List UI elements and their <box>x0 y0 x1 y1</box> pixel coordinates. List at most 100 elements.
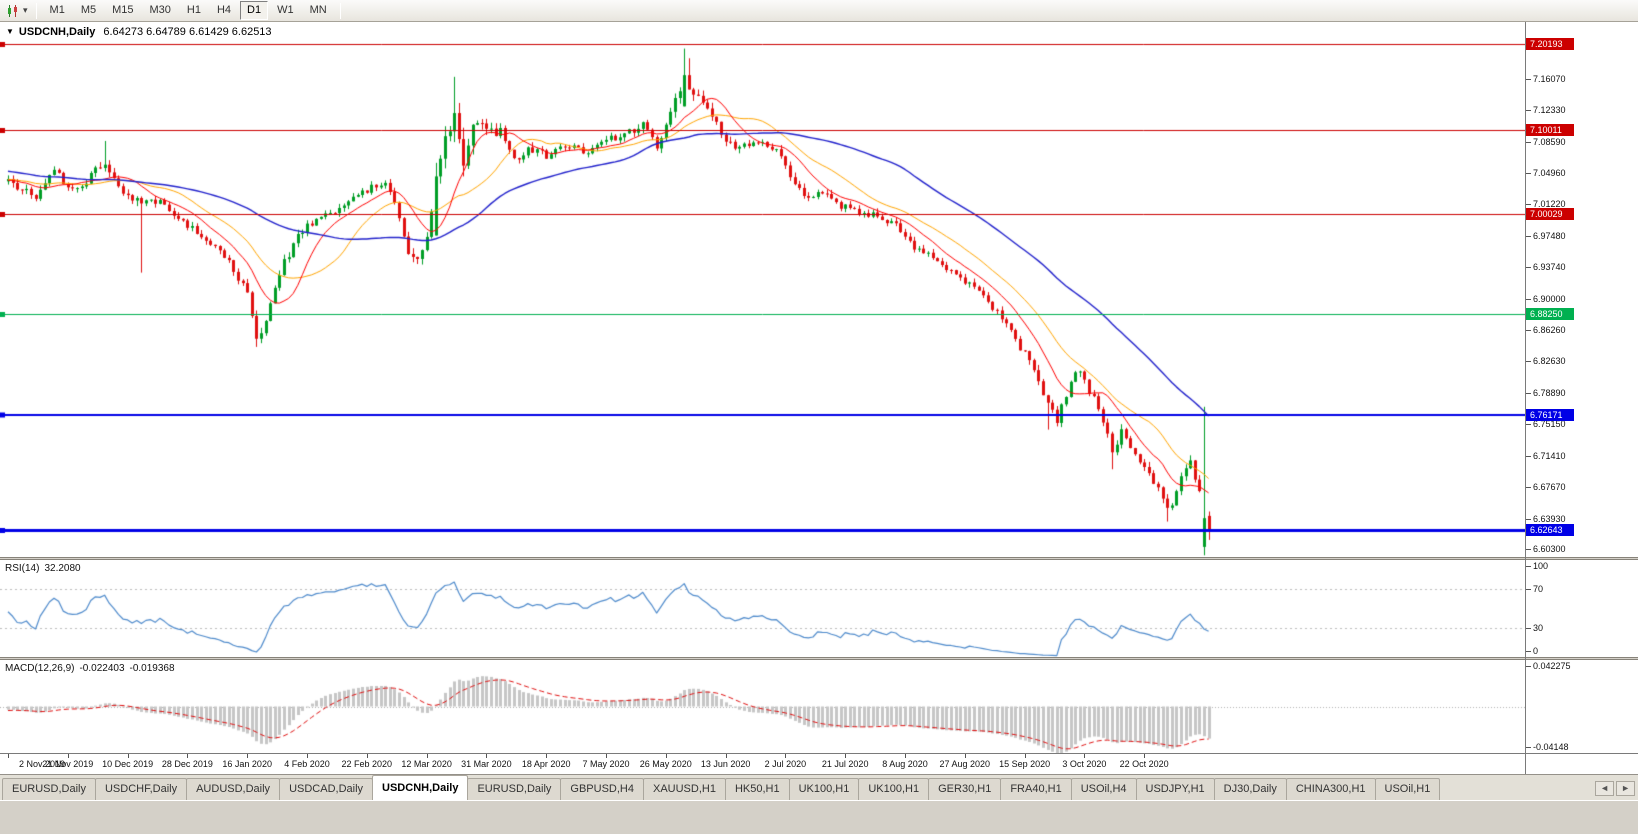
date-axis-tick <box>546 754 547 758</box>
rsi-axis-label: 70 <box>1525 584 1544 595</box>
rsi-panel: RSI(14) 32.2080 100 70 30 0 <box>0 560 1638 657</box>
rsi-label: RSI(14) 32.2080 <box>5 563 86 574</box>
date-axis-tick <box>486 754 487 758</box>
price-axis-label: 7.01220 <box>1526 199 1566 210</box>
rsi-axis[interactable]: 100 70 30 0 <box>1525 560 1638 657</box>
date-axis-tick <box>726 754 727 758</box>
date-axis-label: 8 Aug 2020 <box>882 759 928 769</box>
hline-price-tag[interactable]: 6.88250 <box>1526 307 1574 320</box>
date-axis-tick <box>606 754 607 758</box>
timeframe-button-group: M1 M5 M15 M30 H1 H4 D1 W1 MN <box>42 1 335 20</box>
macd-value: -0.022403 <box>79 663 125 674</box>
date-axis[interactable]: 2 Nov 2019 21 Nov 2019 10 Dec 2019 28 Dec 2… <box>0 753 1638 774</box>
main-chart-panel: ▼ USDCNH,Daily 6.64273 6.64789 6.61429 6.6… <box>0 22 1638 557</box>
date-axis-label: 22 Oct 2020 <box>1119 759 1169 769</box>
hline-price-tag[interactable]: 6.62643 <box>1526 523 1574 536</box>
hline-price-tag[interactable]: 7.10011 <box>1526 123 1574 136</box>
chart-ohlc-values: 6.64273 6.64789 6.61429 6.62513 <box>103 26 272 38</box>
date-axis-label: 3 Oct 2020 <box>1062 759 1107 769</box>
rsi-axis-label: 100 <box>1525 561 1549 571</box>
rsi-canvas[interactable] <box>0 560 1525 657</box>
price-axis-label: 6.63930 <box>1526 513 1566 524</box>
top-toolbar: ▾ M1 M5 M15 M30 H1 H4 D1 W1 MN <box>0 0 1638 22</box>
chart-tab-uk100-h1[interactable]: UK100,H1 <box>788 778 860 800</box>
price-axis-label: 6.90000 <box>1526 293 1566 304</box>
date-axis-tick <box>905 754 906 758</box>
timeframe-button-m15[interactable]: M15 <box>112 4 134 16</box>
timeframe-button-h4[interactable]: H4 <box>216 4 232 16</box>
timeframe-button-h1[interactable]: H1 <box>186 4 201 16</box>
date-axis-tick <box>8 754 9 758</box>
price-axis-border <box>1525 22 1526 774</box>
chart-tab-usoil-h1[interactable]: USOil,H1 <box>1374 778 1441 800</box>
main-chart-canvas[interactable] <box>0 22 1525 557</box>
date-axis-label: 2 Nov 2019 <box>18 759 66 769</box>
tab-scroll-right-icon[interactable]: ► <box>1616 781 1635 796</box>
date-axis-tick <box>247 754 248 758</box>
date-axis-label: 12 Mar 2020 <box>401 759 452 769</box>
timeframe-button-m30[interactable]: M30 <box>149 4 171 16</box>
chart-tab-ger30-h1[interactable]: GER30,H1 <box>928 778 1002 800</box>
macd-label: MACD(12,26,9) -0.022403 -0.019368 <box>5 663 180 674</box>
date-axis-label: 26 May 2020 <box>639 759 692 769</box>
date-axis-tick <box>187 754 188 758</box>
rsi-axis-label: 0 <box>1525 646 1539 656</box>
hline-price-tag[interactable]: 7.00029 <box>1526 208 1574 221</box>
date-axis-tick <box>367 754 368 758</box>
price-axis-label: 6.82630 <box>1526 355 1566 366</box>
chart-tab-bar: EURUSD,Daily USDCHF,Daily AUDUSD,Daily USDC… <box>0 774 1638 800</box>
price-axis-label: 6.97480 <box>1526 230 1566 241</box>
date-axis-label: 4 Feb 2020 <box>284 759 330 769</box>
chart-tab-usdchf-daily[interactable]: USDCHF,Daily <box>94 778 188 800</box>
date-axis-tick <box>1084 754 1085 758</box>
chart-tab-usdcnh-daily[interactable]: USDCNH,Daily <box>372 775 469 800</box>
price-axis-label: 6.67670 <box>1526 482 1566 493</box>
date-axis-label: 22 Feb 2020 <box>341 759 393 769</box>
chart-tab-audusd-daily[interactable]: AUDUSD,Daily <box>186 778 281 800</box>
rsi-value: 32.2080 <box>44 563 81 574</box>
timeframe-button-w1[interactable]: W1 <box>277 4 294 16</box>
hline-price-tag[interactable]: 6.76171 <box>1526 409 1574 422</box>
chart-tab-usdcad-daily[interactable]: USDCAD,Daily <box>279 778 374 800</box>
chart-tab-eurusd-daily[interactable]: EURUSD,Daily <box>2 778 96 800</box>
chart-type-dropdown-icon[interactable]: ▾ <box>23 5 28 15</box>
price-axis-label: 6.75150 <box>1526 419 1566 430</box>
price-axis-label: 6.78890 <box>1526 387 1566 398</box>
hline-price-tag[interactable]: 7.20193 <box>1526 37 1574 50</box>
macd-axis-label: 0.042275 <box>1526 661 1571 671</box>
rsi-name: RSI(14) <box>5 563 40 574</box>
rsi-axis-label: 30 <box>1525 622 1544 633</box>
chart-title: ▼ USDCNH,Daily 6.64273 6.64789 6.61429 6.6… <box>6 26 272 38</box>
timeframe-button-m1[interactable]: M1 <box>49 4 65 16</box>
chart-tab-gbpusd-h4[interactable]: GBPUSD,H4 <box>560 778 644 800</box>
macd-axis-label: -0.04148 <box>1526 742 1569 752</box>
chart-tab-china300-h1[interactable]: CHINA300,H1 <box>1285 778 1376 800</box>
chart-tab-hk50-h1[interactable]: HK50,H1 <box>724 778 790 800</box>
date-axis-label: 2 Jul 2020 <box>764 759 807 769</box>
chart-menu-icon[interactable]: ▼ <box>6 27 14 36</box>
chart-tab-xauusd-h1[interactable]: XAUUSD,H1 <box>642 778 726 800</box>
chart-tab-usoil-h4[interactable]: USOil,H4 <box>1070 778 1137 800</box>
price-axis[interactable]: 7.16070 7.12330 7.08590 7.04960 7.01220 6.974… <box>1526 22 1638 557</box>
date-axis-tick <box>1144 754 1145 758</box>
chart-tab-uk100-h1[interactable]: UK100,H1 <box>858 778 930 800</box>
chart-tab-dj30-daily[interactable]: DJ30,Daily <box>1213 778 1287 800</box>
chart-type-icon[interactable] <box>4 2 22 20</box>
chart-tab-fra40-h1[interactable]: FRA40,H1 <box>1000 778 1072 800</box>
date-axis-tick <box>666 754 667 758</box>
chart-tab-usdjpy-h1[interactable]: USDJPY,H1 <box>1135 778 1215 800</box>
macd-axis[interactable]: 0.042275 -0.04148 <box>1526 660 1638 753</box>
price-axis-label: 6.60300 <box>1526 544 1566 555</box>
date-axis-label: 28 Dec 2019 <box>161 759 213 769</box>
timeframe-button-mn[interactable]: MN <box>309 4 327 16</box>
price-axis-label: 7.04960 <box>1526 167 1566 178</box>
timeframe-button-d1[interactable]: D1 <box>240 1 269 20</box>
chart-tab-eurusd-daily[interactable]: EURUSD,Daily <box>467 778 562 800</box>
macd-canvas[interactable] <box>0 660 1525 753</box>
panel-divider[interactable] <box>0 657 1638 660</box>
date-axis-tick <box>845 754 846 758</box>
tab-scroll-left-icon[interactable]: ◄ <box>1595 781 1615 796</box>
date-axis-label: 16 Jan 2020 <box>222 759 272 769</box>
panel-divider[interactable] <box>0 557 1638 560</box>
timeframe-button-m5[interactable]: M5 <box>80 4 97 16</box>
